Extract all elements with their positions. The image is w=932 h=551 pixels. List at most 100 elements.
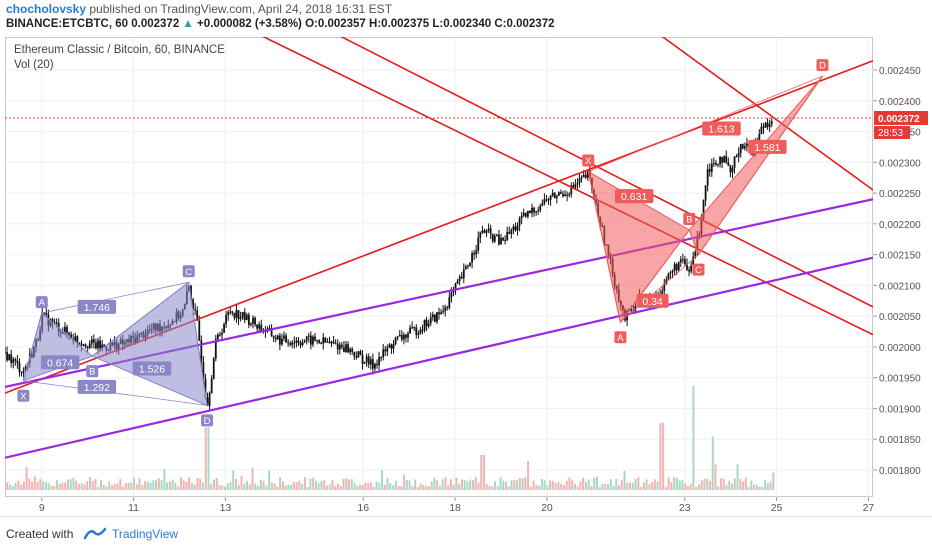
candle-body xyxy=(570,185,573,195)
candle-body xyxy=(436,312,438,322)
candle-body xyxy=(70,334,73,339)
volume-bar xyxy=(502,480,505,490)
candle-body xyxy=(210,378,213,393)
candle-body xyxy=(547,199,550,201)
volume-legend: Vol (20) xyxy=(14,59,54,71)
high-value: 0.002375 xyxy=(381,18,430,30)
volume-bar xyxy=(20,484,23,490)
pattern-ratio-label: 1.613 xyxy=(708,123,734,135)
candle-body xyxy=(336,343,339,350)
volume-bar xyxy=(61,482,64,490)
candle-body xyxy=(293,342,296,344)
pattern-point-label: C xyxy=(695,265,702,276)
volume-bar xyxy=(753,484,756,490)
volume-bar xyxy=(124,482,127,490)
volume-bar xyxy=(609,479,612,490)
candle-body xyxy=(719,157,721,165)
volume-bar xyxy=(659,422,662,490)
volume-bar xyxy=(427,486,430,490)
candle-body xyxy=(194,309,197,311)
volume-bar xyxy=(188,477,191,490)
candle-body xyxy=(229,311,232,313)
candle-body xyxy=(537,210,540,212)
tradingview-link[interactable]: TradingView xyxy=(112,527,179,541)
pattern-ratio-label: 1.526 xyxy=(139,363,165,375)
candle-body xyxy=(365,356,368,363)
candle-body xyxy=(355,356,358,358)
candle-body xyxy=(396,336,399,338)
candle-body xyxy=(309,335,312,345)
candle-body xyxy=(510,229,513,234)
author-link[interactable]: chocholovsky xyxy=(6,2,87,16)
candle-body xyxy=(84,344,87,347)
candle-body xyxy=(557,192,560,196)
candle-body xyxy=(394,337,397,345)
candle-body xyxy=(564,194,566,197)
red-pattern-ac xyxy=(620,254,699,323)
volume-bar xyxy=(157,478,160,490)
volume-bar xyxy=(152,480,155,490)
candle-body xyxy=(285,335,287,343)
candle-body xyxy=(101,344,104,349)
candle-body xyxy=(663,283,666,291)
volume-bar xyxy=(629,482,632,490)
candle-body xyxy=(421,329,424,331)
volume-bar xyxy=(725,484,728,490)
candle-body xyxy=(326,341,329,343)
candle-body xyxy=(715,163,717,165)
red-trend-line xyxy=(262,37,873,336)
candle-body xyxy=(43,312,46,314)
volume-bar xyxy=(573,483,576,490)
candle-body xyxy=(235,310,238,318)
volume-bar xyxy=(149,482,152,490)
candle-body xyxy=(51,319,54,324)
chart-frame[interactable] xyxy=(5,37,873,497)
volume-bar xyxy=(419,483,422,490)
volume-bar xyxy=(22,481,25,490)
volume-bar xyxy=(69,479,72,490)
volume-bar xyxy=(535,484,538,490)
volume-bar xyxy=(414,479,417,490)
candle-body xyxy=(531,207,533,214)
price-chart[interactable]: X A B C D 1.746 0.674 1.526 1.292 X A B C D 0.631 0.34 1… xyxy=(0,0,932,516)
candle-body xyxy=(739,144,742,153)
volume-bar xyxy=(290,484,293,490)
pattern-ratio-badge xyxy=(702,121,741,136)
volume-bar xyxy=(739,478,742,490)
candle-body xyxy=(398,334,401,337)
volume-bar xyxy=(554,482,557,490)
volume-bar xyxy=(397,486,400,490)
candle-body xyxy=(80,343,83,346)
volume-bar xyxy=(342,478,345,490)
candle-body xyxy=(553,192,556,199)
volume-bar xyxy=(31,481,34,490)
candle-body xyxy=(438,312,440,315)
candle-body xyxy=(485,230,488,234)
candle-body xyxy=(206,397,209,406)
volume-bar xyxy=(292,482,295,490)
countdown-label: 28:53 xyxy=(878,128,903,139)
candle-body xyxy=(450,292,453,298)
volume-bar xyxy=(312,477,315,490)
candle-body xyxy=(440,312,442,315)
pattern-ratio-badge xyxy=(77,299,117,314)
volume-bar xyxy=(510,480,513,490)
candle-body xyxy=(82,344,85,346)
pattern-ratio-badge xyxy=(132,361,172,376)
volume-bar xyxy=(182,480,185,490)
volume-bar xyxy=(758,486,761,490)
candle-body xyxy=(202,362,205,379)
volume-bar xyxy=(441,479,444,490)
candle-body xyxy=(460,276,463,279)
pattern-point-badge xyxy=(182,265,195,278)
volume-bar xyxy=(226,483,229,490)
volume-bar xyxy=(706,478,709,490)
candle-body xyxy=(686,264,688,270)
candle-body xyxy=(694,251,697,257)
candle-body xyxy=(448,297,451,308)
candle-body xyxy=(376,363,378,366)
candle-body xyxy=(386,347,389,352)
volume-bar xyxy=(543,480,546,490)
x-tick-label: 13 xyxy=(220,502,232,514)
x-tick-label: 23 xyxy=(679,502,691,514)
